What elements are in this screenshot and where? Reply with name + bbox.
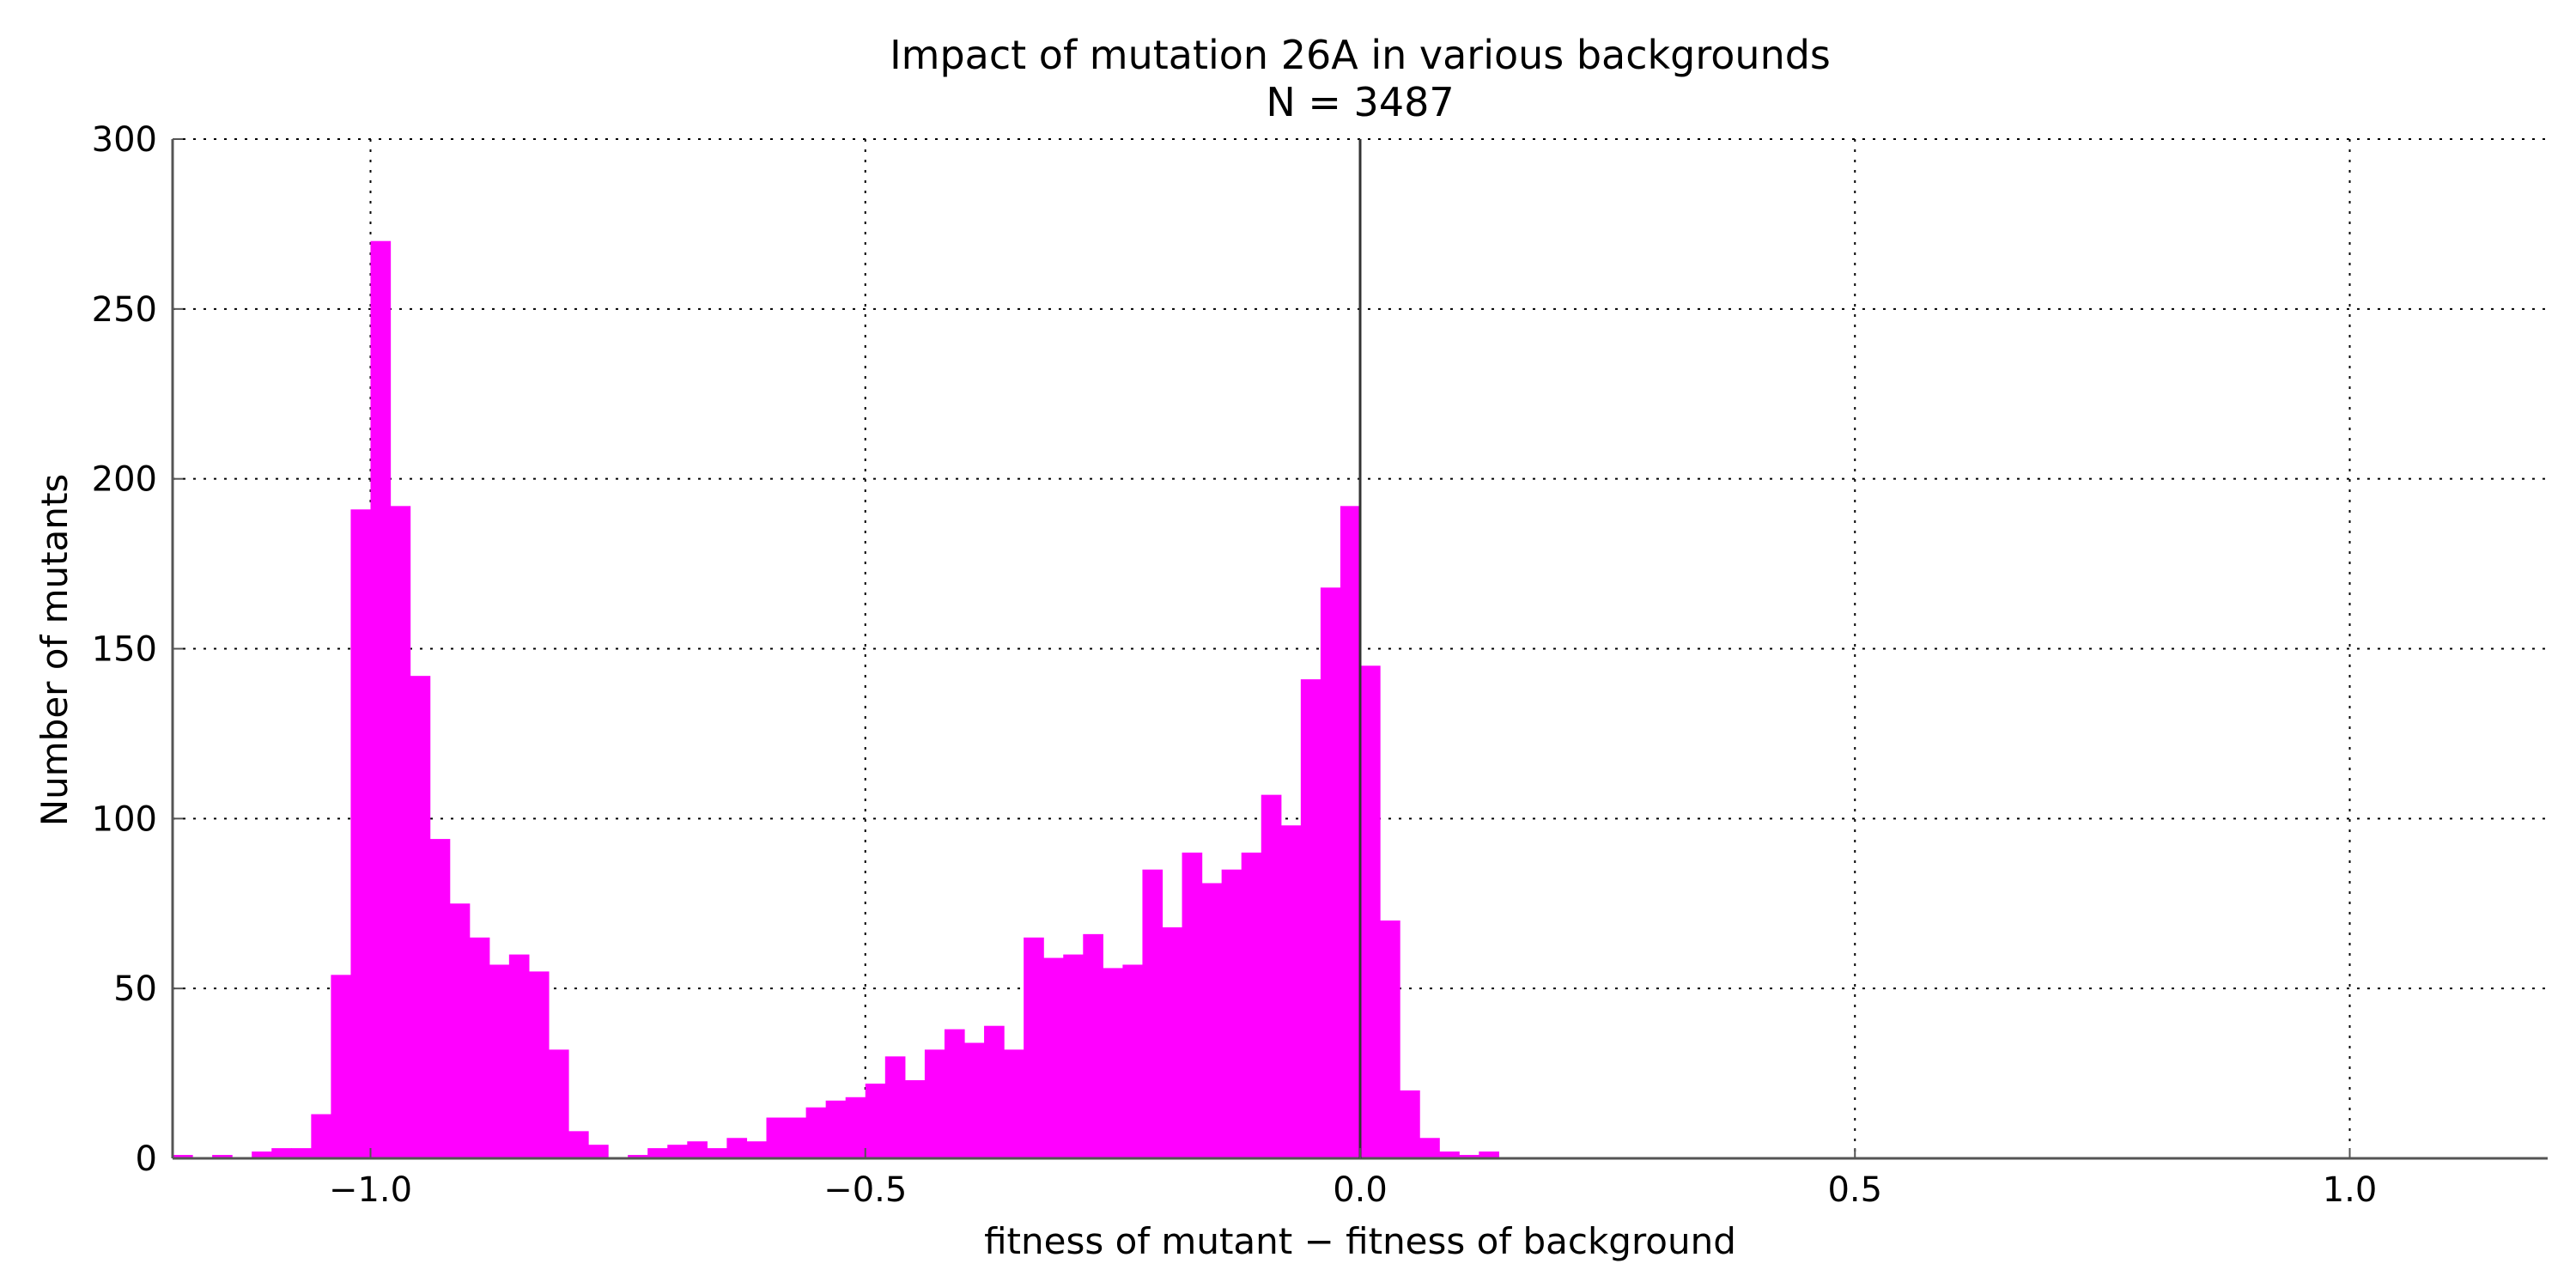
- chart-subtitle: N = 3487: [1266, 79, 1454, 125]
- histogram-bar: [1182, 852, 1203, 1158]
- histogram-bar: [1024, 937, 1044, 1158]
- histogram-bar: [687, 1141, 708, 1158]
- histogram-bar: [865, 1083, 886, 1158]
- histogram-bar: [904, 1079, 926, 1158]
- histogram-bar: [707, 1148, 727, 1158]
- histogram-bar: [1340, 506, 1361, 1158]
- y-tick-label: 300: [92, 120, 157, 160]
- histogram-bar: [647, 1148, 668, 1158]
- histogram-bar: [489, 964, 510, 1158]
- histogram-bar: [469, 937, 490, 1158]
- histogram-bar: [924, 1049, 945, 1158]
- histogram-bar: [311, 1114, 331, 1158]
- y-axis-label: Number of mutants: [33, 474, 76, 827]
- histogram-bar: [1142, 869, 1163, 1158]
- histogram-bar: [984, 1025, 1005, 1158]
- histogram-bar: [746, 1141, 768, 1158]
- histogram-bar: [350, 509, 372, 1158]
- histogram-bar: [726, 1138, 748, 1158]
- histogram-bar: [1459, 1155, 1479, 1158]
- x-tick-label: 0.0: [1333, 1170, 1388, 1210]
- histogram-bar: [548, 1049, 569, 1158]
- histogram-bars: [173, 240, 1499, 1159]
- chart-title: Impact of mutation 26A in various backgr…: [890, 32, 1831, 78]
- histogram-bar: [1063, 954, 1084, 1158]
- histogram-bar: [173, 1155, 193, 1158]
- histogram-bar: [1360, 665, 1381, 1158]
- histogram-bar: [252, 1151, 272, 1158]
- histogram-bar: [1419, 1138, 1440, 1158]
- histogram-bar: [568, 1131, 589, 1158]
- histogram-bar: [588, 1145, 609, 1158]
- histogram-bar: [1479, 1151, 1499, 1158]
- histogram-bar: [1201, 883, 1223, 1158]
- histogram-bar: [1103, 968, 1123, 1158]
- y-tick-label: 100: [92, 799, 157, 839]
- histogram-bar: [1241, 852, 1262, 1158]
- histogram-bar: [1122, 964, 1144, 1158]
- histogram-bar: [964, 1042, 985, 1158]
- x-tick-label: −0.5: [823, 1170, 907, 1210]
- histogram-bar: [667, 1145, 688, 1158]
- histogram-bar: [1320, 587, 1341, 1158]
- histogram-bar: [1439, 1151, 1460, 1158]
- y-tick-label: 50: [113, 969, 157, 1009]
- x-tick-label: 0.5: [1827, 1170, 1882, 1210]
- histogram-bar: [944, 1029, 965, 1158]
- histogram-bar: [786, 1117, 807, 1158]
- histogram-bar: [1162, 927, 1183, 1158]
- histogram-bar: [884, 1056, 906, 1158]
- y-tick-label: 150: [92, 630, 157, 670]
- histogram-bar: [271, 1148, 292, 1158]
- y-tick-label: 200: [92, 460, 157, 500]
- y-tick-label: 0: [136, 1139, 157, 1179]
- axis-ticks: 0 50 100 150 200 250 300 −1.0 −0.5 0.0 0.5 1.0: [92, 120, 2378, 1210]
- histogram-bar: [1300, 679, 1321, 1158]
- x-tick-label: 1.0: [2323, 1170, 2378, 1210]
- histogram-bar: [628, 1155, 648, 1158]
- x-axis-label: fitness of mutant − fitness of backgroun…: [984, 1220, 1736, 1262]
- histogram-bar: [390, 506, 411, 1158]
- histogram-bar: [410, 676, 431, 1158]
- histogram-bar: [825, 1100, 847, 1158]
- histogram-bar: [212, 1155, 233, 1158]
- histogram-bar: [291, 1148, 312, 1158]
- histogram-bar: [1221, 869, 1242, 1158]
- histogram-bar: [1380, 920, 1400, 1158]
- histogram-bar: [845, 1097, 866, 1158]
- histogram-bar: [331, 975, 352, 1158]
- histogram-bar: [1261, 794, 1282, 1158]
- histogram-bar: [1004, 1049, 1024, 1158]
- y-tick-label: 250: [92, 290, 157, 330]
- histogram-bar: [370, 240, 392, 1159]
- histogram-bar: [766, 1117, 787, 1158]
- histogram-bar: [528, 971, 550, 1158]
- histogram-bar: [1083, 933, 1103, 1158]
- histogram-bar: [1043, 957, 1064, 1158]
- histogram-bar: [805, 1107, 827, 1158]
- histogram-bar: [449, 903, 471, 1158]
- histogram-bar: [1400, 1090, 1420, 1158]
- histogram-bar: [429, 839, 451, 1158]
- histogram-bar: [1280, 825, 1302, 1158]
- x-tick-label: −1.0: [329, 1170, 412, 1210]
- histogram-bar: [508, 954, 530, 1158]
